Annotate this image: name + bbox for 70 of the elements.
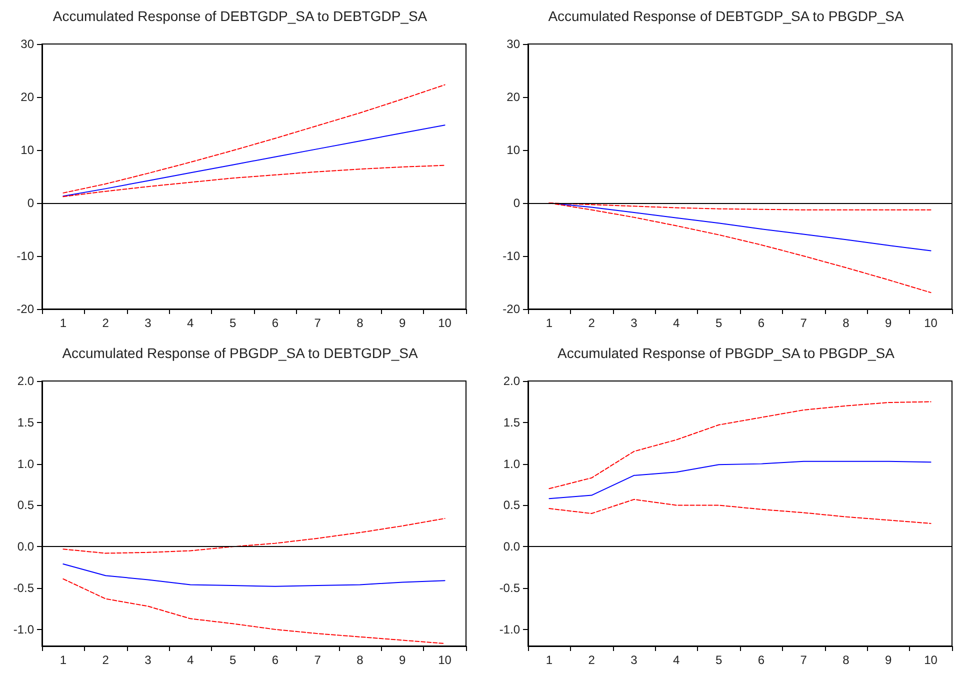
y-tick-label: 0.5 [502,498,520,512]
chart-title: Accumulated Response of PBGDP_SA to PBGDP_SA [557,344,895,360]
y-tick-label: 20 [20,90,34,104]
x-tick-label: 3 [630,316,638,330]
x-tick-label: 4 [187,652,194,666]
y-tick-label: 20 [506,90,520,104]
x-tick-label: 7 [800,652,807,666]
x-tick-label: 6 [757,652,764,666]
x-tick-label: 5 [714,316,722,330]
y-tick-label: -20 [16,302,34,316]
x-tick-label: 9 [884,316,892,330]
x-tick-label: 2 [102,652,110,666]
x-tick-label: 5 [714,652,722,666]
y-tick-label: 2.0 [502,374,520,388]
x-tick-label: 5 [229,652,236,666]
x-tick-label: 8 [842,652,850,666]
y-tick-label: 0 [27,196,34,210]
x-tick-label: 3 [144,652,152,666]
y-tick-label: 10 [506,143,520,157]
y-tick-label: -20 [502,302,520,316]
x-tick-label: 7 [314,316,322,330]
x-tick-label: 3 [144,316,152,330]
y-tick-label: 2.0 [17,374,34,388]
x-tick-label: 6 [272,652,279,666]
y-tick-label: -0.5 [13,580,34,595]
x-tick-label: 9 [399,652,406,666]
x-tick-label: 8 [356,316,364,330]
chart-title: Accumulated Response of PBGDP_SA to DEBTGDP_SA [62,344,418,360]
x-tick-label: 4 [672,316,680,330]
y-tick-label: 10 [20,143,34,157]
x-tick-label: 8 [356,652,364,666]
x-tick-label: 1 [60,652,67,666]
x-tick-label: 5 [229,316,236,330]
x-tick-label: 6 [757,316,764,330]
x-tick-label: 2 [588,652,595,666]
x-tick-label: 10 [924,316,938,330]
x-tick-label: 6 [272,316,279,330]
y-tick-label: 1.0 [502,456,520,470]
y-tick-label: 0.0 [502,539,520,554]
y-tick-label: 1.5 [502,414,520,429]
x-tick-label: 2 [588,316,595,330]
y-tick-label: 0 [512,196,520,210]
x-tick-label: 1 [60,316,67,330]
x-tick-label: 10 [438,652,452,666]
x-tick-label: 7 [800,316,807,330]
y-tick-label: -1.0 [498,622,520,636]
x-tick-label: 1 [545,652,552,666]
x-tick-label: 4 [187,316,194,330]
y-tick-label: 0.0 [17,539,34,554]
y-tick-label: -0.5 [498,580,520,595]
y-tick-label: -10 [16,249,34,263]
x-tick-label: 7 [314,652,322,666]
chart-title: Accumulated Response of DEBTGDP_SA to PBGDP_SA [548,8,904,24]
y-tick-label: 1.0 [17,456,34,470]
x-tick-label: 4 [672,652,680,666]
x-tick-label: 8 [842,316,850,330]
x-tick-label: 9 [884,652,892,666]
y-tick-label: 30 [506,37,520,51]
y-tick-label: -1.0 [13,622,34,636]
x-tick-label: 10 [924,652,938,666]
x-tick-label: 9 [399,316,406,330]
x-tick-label: 3 [630,652,638,666]
x-tick-label: 2 [102,316,110,330]
x-tick-label: 1 [545,316,552,330]
y-tick-label: -10 [502,249,520,263]
y-tick-label: 1.5 [17,414,34,429]
y-tick-label: 30 [20,37,34,51]
chart-title: Accumulated Response of DEBTGDP_SA to DEBTGDP_SA [52,8,428,24]
x-tick-label: 10 [438,316,452,330]
y-tick-label: 0.5 [17,498,34,512]
